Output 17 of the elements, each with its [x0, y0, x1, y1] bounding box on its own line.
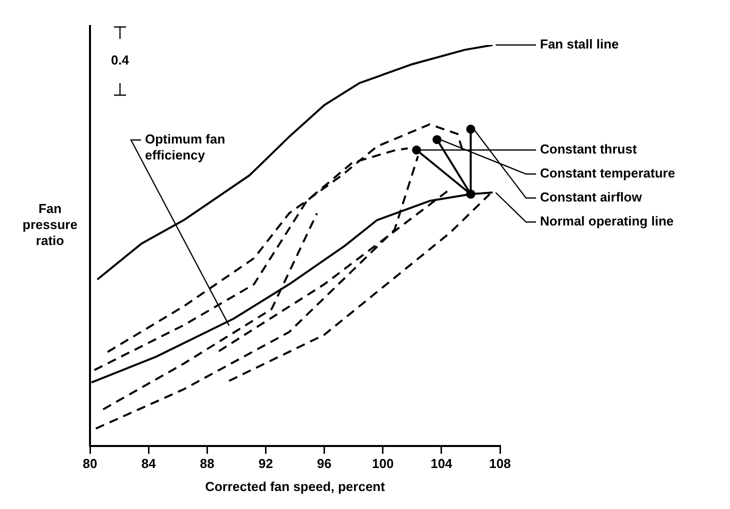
annotation: Optimum fan efficiency [145, 132, 226, 163]
x-tick-label: 88 [200, 456, 214, 472]
x-tick-label: 104 [430, 456, 454, 472]
x-axis-title: Corrected fan speed, percent [205, 478, 386, 494]
text: Normal operating line [540, 214, 674, 229]
x-tick-label: 108 [489, 456, 511, 472]
text: Constant airflow [540, 190, 643, 205]
legend-label: Fan stall line [540, 36, 619, 52]
annotation: 0.4 [110, 52, 130, 68]
x-tick-label: 100 [372, 456, 394, 472]
x-tick-label: 96 [317, 456, 332, 472]
x-tick-label: 92 [258, 456, 273, 472]
x-tick-label: 80 [82, 456, 98, 472]
text: Constant thrust [540, 142, 638, 157]
text: Constant temperature [540, 166, 676, 181]
x-tick-label: 84 [141, 456, 157, 472]
y-axis-title: Fan pressure ratio [22, 200, 78, 248]
